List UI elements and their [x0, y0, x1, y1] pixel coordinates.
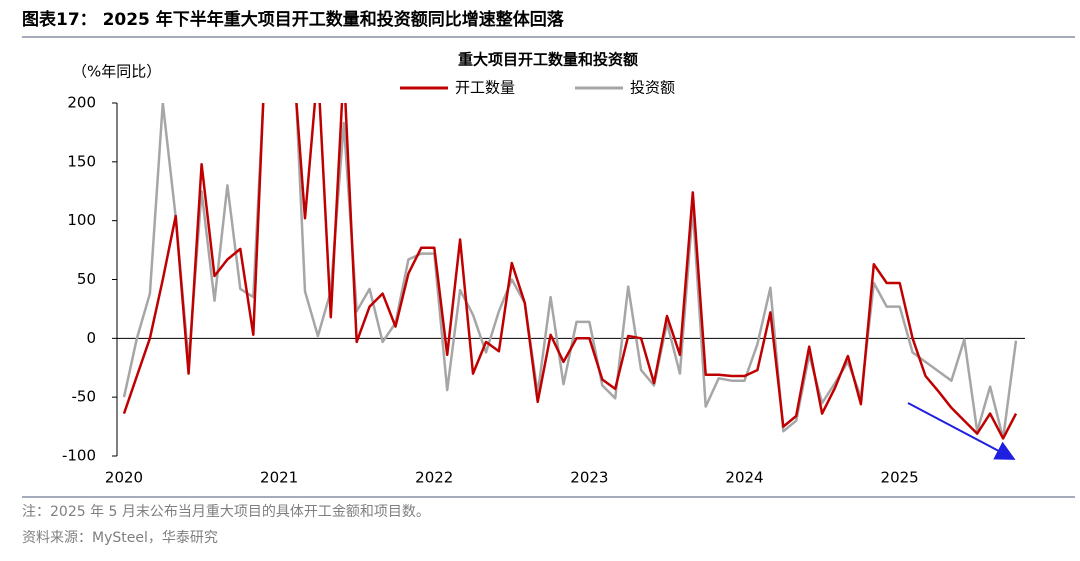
y-tick-label: -50 [72, 388, 97, 406]
y-axis-label: （%年同比） [72, 63, 161, 81]
y-tick-label: 100 [67, 211, 96, 229]
x-tick-label: 2024 [725, 469, 763, 487]
x-tick-label: 2025 [881, 469, 919, 487]
y-tick-label: 150 [67, 152, 96, 170]
chart-title: 重大项目开工数量和投资额 [458, 51, 638, 69]
y-tick-label: 200 [67, 94, 96, 112]
y-tick-label: -100 [62, 447, 96, 465]
x-tick-label: 2022 [415, 469, 453, 487]
x-tick-label: 2023 [570, 469, 608, 487]
legend-label: 投资额 [630, 79, 675, 97]
x-tick-label: 2020 [105, 469, 143, 487]
plot-area [122, 103, 1018, 440]
y-tick-label: 0 [86, 329, 96, 347]
legend-label: 开工数量 [455, 79, 515, 97]
figure-title: 图表17： 2025 年下半年重大项目开工数量和投资额同比增速整体回落 [22, 9, 565, 30]
y-tick-label: 50 [77, 270, 96, 288]
series-line [122, 103, 1018, 440]
trend-arrow [907, 402, 1016, 460]
x-tick-label: 2021 [260, 469, 298, 487]
footnote: 注：2025 年 5 月末公布当月重大项目的具体开工金额和项目数。 [22, 504, 430, 520]
source-note: 资料来源：MySteel，华泰研究 [22, 530, 218, 546]
